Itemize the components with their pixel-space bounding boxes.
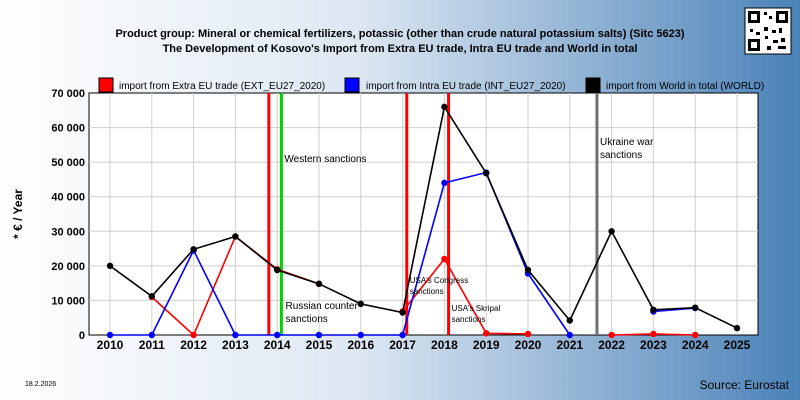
data-point xyxy=(566,317,573,324)
annotation-label: Russian counter- xyxy=(286,301,362,312)
x-tick-label: 2011 xyxy=(139,338,165,352)
x-tick-label: 2019 xyxy=(473,338,500,352)
y-tick-label: 0 xyxy=(79,330,85,342)
legend-swatch-extra-eu xyxy=(98,77,114,93)
legend-label-intra-eu: import from Intra EU trade (INT_EU27_202… xyxy=(366,81,566,92)
annotation-label: USA's Skripal xyxy=(452,304,501,313)
data-point xyxy=(106,262,114,270)
series-line xyxy=(401,257,529,335)
data-point xyxy=(608,228,615,235)
data-point xyxy=(441,179,448,187)
x-tick-label: 2024 xyxy=(682,338,709,352)
y-tick-label: 70 000 xyxy=(51,88,85,100)
annotation-label: Western sanctions xyxy=(284,154,366,165)
x-tick-label: 2022 xyxy=(598,338,625,352)
x-tick-label: 2010 xyxy=(97,338,124,352)
data-point xyxy=(524,266,532,274)
data-point xyxy=(190,331,197,339)
x-tick-label: 2013 xyxy=(222,338,249,352)
data-point xyxy=(650,330,657,338)
data-point xyxy=(483,330,490,337)
x-axis: 2010 2011 2012 2013 2014 2015 2016 2017 2018 2019… xyxy=(97,338,751,352)
x-tick-label: 2014 xyxy=(264,338,291,352)
y-tick-label: 40 000 xyxy=(51,192,85,204)
data-point xyxy=(441,103,448,111)
x-tick-label: 2023 xyxy=(640,338,667,352)
x-tick-label: 2018 xyxy=(431,338,458,352)
y-tick-label: 30 000 xyxy=(51,226,85,238)
legend-swatch-world xyxy=(585,77,601,93)
qr-code-icon xyxy=(744,7,792,55)
x-tick-label: 2025 xyxy=(724,338,751,352)
y-axis: 0 10 000 20 000 30 000 40 000 50 000 60 000 70 … xyxy=(51,88,85,342)
y-tick-label: 60 000 xyxy=(51,123,85,135)
legend-item-world: import from World in total (WORLD) xyxy=(585,77,764,93)
data-point xyxy=(692,304,699,311)
legend-label-extra-eu: import from Extra EU trade (EXT_EU27_202… xyxy=(119,81,325,92)
data-point xyxy=(650,306,657,313)
data-point xyxy=(232,233,239,240)
data-point xyxy=(524,330,532,338)
x-tick-label: 2015 xyxy=(306,338,333,352)
data-point xyxy=(315,331,323,339)
data-point xyxy=(148,331,155,339)
annotation-label: USA's Congress xyxy=(410,276,468,285)
y-tick-label: 50 000 xyxy=(51,157,85,169)
plot-area xyxy=(88,92,759,336)
series-2 xyxy=(106,103,741,332)
x-tick-label: 2021 xyxy=(556,338,583,352)
legend-swatch-intra-eu xyxy=(344,77,360,93)
annotation-label: sanctions xyxy=(286,314,328,325)
data-point xyxy=(399,309,406,316)
data-point xyxy=(483,170,490,177)
event-annotations: Western sanctions USA's Congress sanctions… xyxy=(284,137,654,325)
series-group xyxy=(106,103,741,339)
data-point xyxy=(399,331,406,339)
data-point xyxy=(357,300,364,308)
legend-item-extra-eu: import from Extra EU trade (EXT_EU27_202… xyxy=(98,77,325,93)
y-tick-label: 20 000 xyxy=(51,261,85,273)
data-point xyxy=(106,331,114,339)
annotation-label: sanctions xyxy=(452,315,486,324)
annotation-label: sanctions xyxy=(410,287,444,296)
legend: import from Extra EU trade (EXT_EU27_202… xyxy=(98,77,764,93)
chart-title-line2: The Development of Kosovo's Import from … xyxy=(163,43,638,55)
footer-source: Source: Eurostat xyxy=(700,378,790,392)
data-point xyxy=(608,331,615,339)
y-axis-label: * € / Year xyxy=(11,189,25,239)
annotation-label: sanctions xyxy=(600,150,642,161)
chart-title-line1: Product group: Mineral or chemical ferti… xyxy=(115,28,684,40)
data-point xyxy=(274,331,281,339)
data-point xyxy=(190,246,197,253)
data-point xyxy=(232,331,239,339)
y-tick-label: 10 000 xyxy=(51,295,85,307)
data-point xyxy=(315,280,323,288)
data-point xyxy=(274,266,281,274)
legend-label-world: import from World in total (WORLD) xyxy=(606,81,764,92)
footer-date: 18.2.2026 xyxy=(25,381,56,388)
series-line xyxy=(109,104,738,329)
x-tick-label: 2020 xyxy=(515,338,542,352)
legend-item-intra-eu: import from Intra EU trade (INT_EU27_202… xyxy=(344,77,566,93)
x-tick-label: 2016 xyxy=(347,338,374,352)
data-point xyxy=(733,324,741,332)
data-point xyxy=(441,255,448,263)
data-point xyxy=(148,293,155,300)
data-point xyxy=(357,331,364,339)
data-point xyxy=(566,331,573,339)
x-tick-label: 2012 xyxy=(180,338,207,352)
annotation-label: Ukraine war xyxy=(600,137,654,148)
data-point xyxy=(692,331,699,339)
x-tick-label: 2017 xyxy=(389,338,416,352)
event-lines xyxy=(267,93,599,335)
